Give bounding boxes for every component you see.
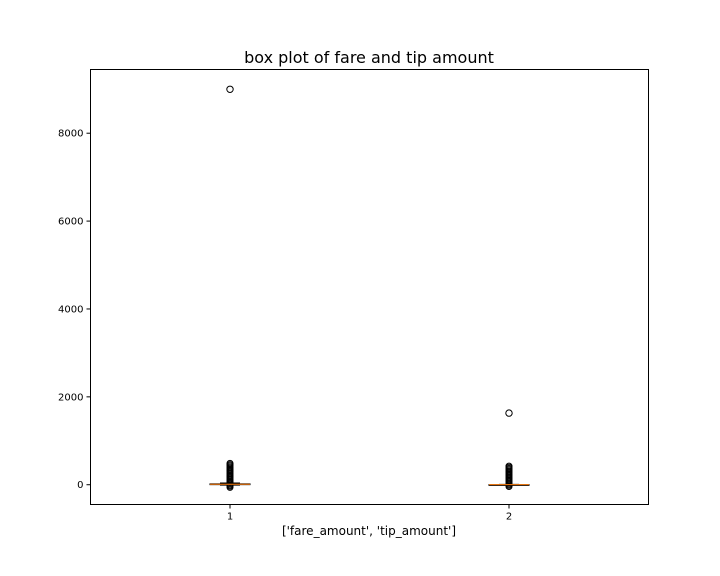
y-tick-label: 2000 bbox=[58, 392, 83, 403]
y-tick-label: 8000 bbox=[58, 129, 83, 140]
outlier-point bbox=[505, 409, 513, 417]
y-tick-label: 0 bbox=[77, 480, 83, 491]
outlier-point bbox=[226, 85, 234, 93]
flier-point bbox=[226, 459, 234, 467]
y-axis: 0 2000 4000 6000 8000 bbox=[58, 129, 91, 491]
plot-area bbox=[209, 85, 530, 491]
box-group-2 bbox=[488, 409, 530, 490]
y-tick-label: 4000 bbox=[58, 304, 83, 315]
x-tick-label: 2 bbox=[506, 512, 512, 523]
chart-title: box plot of fare and tip amount bbox=[244, 48, 494, 67]
x-axis-label: ['fare_amount', 'tip_amount'] bbox=[282, 524, 456, 538]
box-group-1 bbox=[209, 85, 251, 491]
flier-point bbox=[505, 462, 513, 470]
plot-frame bbox=[90, 69, 649, 505]
x-tick-label: 1 bbox=[227, 512, 233, 523]
y-tick-label: 6000 bbox=[58, 217, 83, 228]
